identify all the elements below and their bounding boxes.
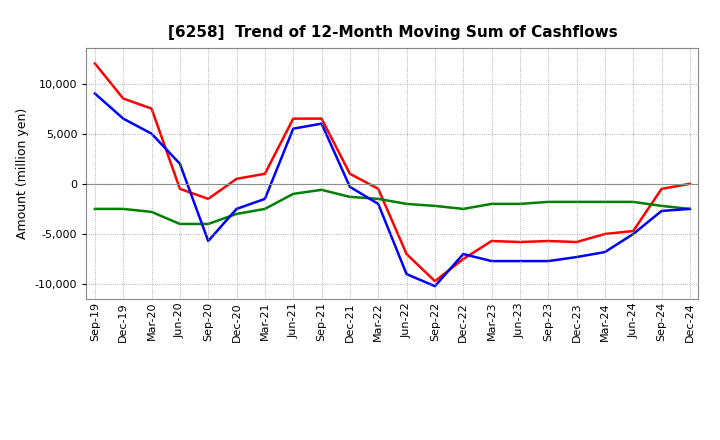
- Investing Cashflow: [572, 199, 581, 205]
- Investing Cashflow: [289, 191, 297, 197]
- Investing Cashflow: [516, 201, 524, 206]
- Free Cashflow: [431, 283, 439, 289]
- Y-axis label: Amount (million yen): Amount (million yen): [17, 108, 30, 239]
- Investing Cashflow: [318, 187, 326, 192]
- Free Cashflow: [402, 271, 411, 277]
- Free Cashflow: [318, 121, 326, 126]
- Operating Cashflow: [176, 186, 184, 191]
- Operating Cashflow: [346, 171, 354, 176]
- Free Cashflow: [544, 258, 552, 264]
- Operating Cashflow: [402, 251, 411, 257]
- Free Cashflow: [176, 161, 184, 166]
- Investing Cashflow: [657, 203, 666, 209]
- Operating Cashflow: [572, 239, 581, 245]
- Operating Cashflow: [431, 279, 439, 284]
- Operating Cashflow: [289, 116, 297, 121]
- Investing Cashflow: [346, 194, 354, 199]
- Free Cashflow: [487, 258, 496, 264]
- Operating Cashflow: [600, 231, 609, 237]
- Line: Investing Cashflow: Investing Cashflow: [95, 190, 690, 224]
- Investing Cashflow: [544, 199, 552, 205]
- Free Cashflow: [204, 238, 212, 244]
- Operating Cashflow: [374, 186, 382, 191]
- Investing Cashflow: [600, 199, 609, 205]
- Free Cashflow: [459, 251, 467, 257]
- Operating Cashflow: [544, 238, 552, 244]
- Free Cashflow: [261, 196, 269, 202]
- Investing Cashflow: [685, 206, 694, 212]
- Investing Cashflow: [91, 206, 99, 212]
- Investing Cashflow: [119, 206, 127, 212]
- Operating Cashflow: [119, 96, 127, 101]
- Investing Cashflow: [629, 199, 637, 205]
- Line: Free Cashflow: Free Cashflow: [95, 94, 690, 286]
- Operating Cashflow: [91, 61, 99, 66]
- Free Cashflow: [600, 249, 609, 255]
- Investing Cashflow: [176, 221, 184, 227]
- Investing Cashflow: [402, 201, 411, 206]
- Operating Cashflow: [318, 116, 326, 121]
- Operating Cashflow: [148, 106, 156, 111]
- Free Cashflow: [233, 206, 241, 212]
- Free Cashflow: [572, 254, 581, 260]
- Investing Cashflow: [204, 221, 212, 227]
- Free Cashflow: [91, 91, 99, 96]
- Operating Cashflow: [204, 196, 212, 202]
- Investing Cashflow: [431, 203, 439, 209]
- Title: [6258]  Trend of 12-Month Moving Sum of Cashflows: [6258] Trend of 12-Month Moving Sum of C…: [168, 25, 617, 40]
- Investing Cashflow: [459, 206, 467, 212]
- Free Cashflow: [516, 258, 524, 264]
- Free Cashflow: [148, 131, 156, 136]
- Investing Cashflow: [261, 206, 269, 212]
- Free Cashflow: [685, 206, 694, 212]
- Free Cashflow: [657, 208, 666, 213]
- Free Cashflow: [374, 201, 382, 206]
- Operating Cashflow: [516, 239, 524, 245]
- Operating Cashflow: [261, 171, 269, 176]
- Investing Cashflow: [233, 211, 241, 216]
- Operating Cashflow: [657, 186, 666, 191]
- Investing Cashflow: [487, 201, 496, 206]
- Operating Cashflow: [685, 181, 694, 187]
- Operating Cashflow: [459, 257, 467, 262]
- Investing Cashflow: [374, 196, 382, 202]
- Free Cashflow: [346, 184, 354, 190]
- Operating Cashflow: [487, 238, 496, 244]
- Operating Cashflow: [233, 176, 241, 181]
- Operating Cashflow: [629, 228, 637, 234]
- Free Cashflow: [289, 126, 297, 131]
- Free Cashflow: [629, 231, 637, 237]
- Investing Cashflow: [148, 209, 156, 215]
- Line: Operating Cashflow: Operating Cashflow: [95, 63, 690, 281]
- Free Cashflow: [119, 116, 127, 121]
